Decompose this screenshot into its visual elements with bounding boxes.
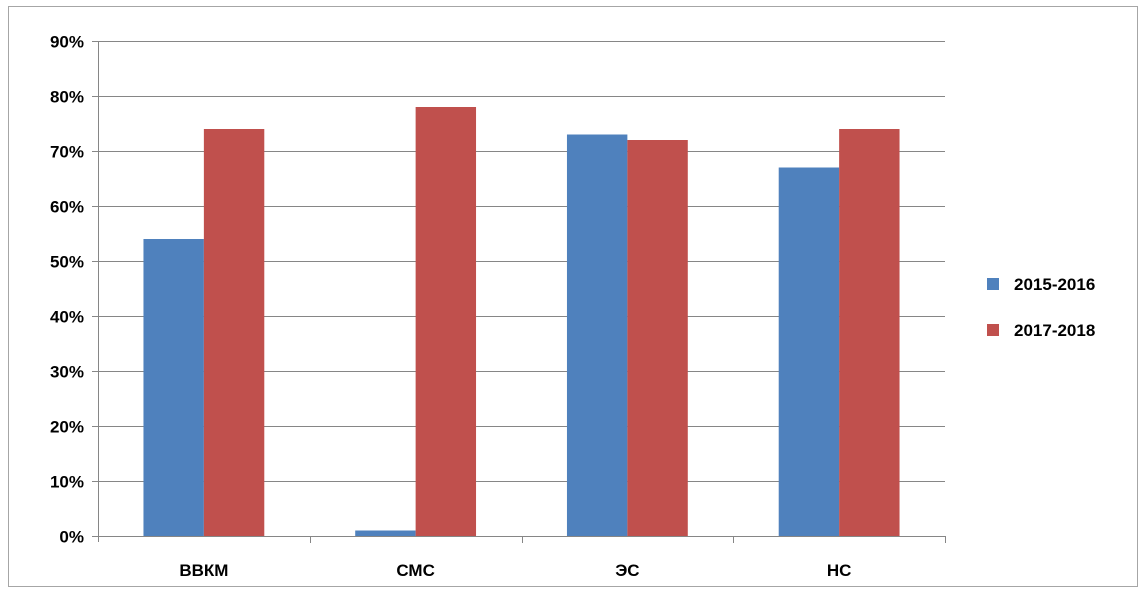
bar-ЭС-2015-2016	[566, 134, 628, 536]
y-tick-label-30: 30%	[50, 363, 84, 382]
bar-НС-2015-2016	[778, 167, 840, 536]
bar-НС-2017-2018	[839, 129, 900, 536]
legend-label-2015-2016: 2015-2016	[1014, 275, 1095, 294]
bars	[143, 107, 900, 536]
bar-ВВКМ-2017-2018	[203, 129, 265, 536]
legend-label-2017-2018: 2017-2018	[1014, 321, 1095, 340]
bar-СМС-2015-2016	[355, 530, 416, 536]
x-tick-label-1: СМС	[396, 561, 435, 580]
axes	[92, 41, 946, 543]
x-tick-labels: ВВКМ СМС ЭС НС	[179, 561, 851, 580]
x-tick-label-3: НС	[827, 561, 852, 580]
y-tick-label-80: 80%	[50, 88, 84, 107]
y-tick-label-40: 40%	[50, 308, 84, 327]
y-tick-label-90: 90%	[50, 33, 84, 52]
y-tick-label-60: 60%	[50, 198, 84, 217]
bar-СМС-2017-2018	[415, 107, 477, 536]
legend: 2015-2016 2017-2018	[987, 275, 1095, 340]
y-tick-label-50: 50%	[50, 253, 84, 272]
y-tick-label-20: 20%	[50, 418, 84, 437]
x-tick-label-2: ЭС	[615, 561, 639, 580]
legend-swatch-2017-2018	[987, 324, 999, 336]
legend-swatch-2015-2016	[987, 278, 999, 290]
y-tick-label-0: 0%	[59, 528, 84, 547]
y-tick-labels: 0% 10% 20% 30% 40% 50% 60% 70% 80% 90%	[50, 33, 84, 547]
x-tick-label-0: ВВКМ	[179, 561, 228, 580]
y-tick-label-10: 10%	[50, 473, 84, 492]
bar-ВВКМ-2015-2016	[143, 239, 204, 536]
bar-ЭС-2017-2018	[627, 140, 688, 536]
y-tick-label-70: 70%	[50, 143, 84, 162]
